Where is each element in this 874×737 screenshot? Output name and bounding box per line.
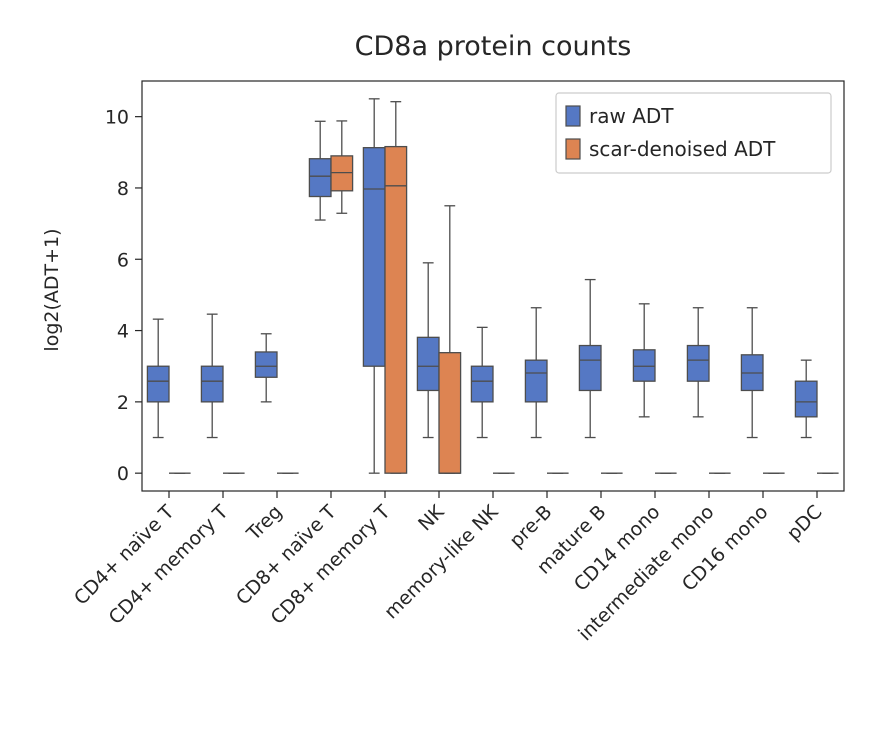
iqr-box <box>578 344 602 392</box>
x-tick-label: pDC <box>783 501 827 545</box>
box-raw <box>686 307 710 418</box>
y-tick-label: 2 <box>117 392 129 414</box>
iqr-box <box>632 349 656 382</box>
box-raw <box>740 307 764 439</box>
y-axis-label: log2(ADT+1) <box>41 228 63 351</box>
box-raw <box>416 262 440 439</box>
iqr-box <box>524 359 548 403</box>
box-raw <box>470 326 494 439</box>
box-raw <box>200 313 224 439</box>
box-raw <box>146 318 170 439</box>
box-denoised <box>438 205 462 474</box>
iqr-box <box>308 158 332 198</box>
legend-label: raw ADT <box>589 104 674 128</box>
legend-label: scar-denoised ADT <box>589 137 776 161</box>
iqr-box <box>200 365 224 403</box>
x-tick-label: pre-B <box>505 501 556 552</box>
iqr-box <box>146 365 170 403</box>
y-tick-label: 6 <box>117 249 129 271</box>
iqr-box <box>438 352 462 474</box>
y-tick-label: 0 <box>117 463 129 485</box>
iqr-box <box>794 380 818 418</box>
box-raw <box>578 278 602 439</box>
iqr-box <box>470 365 494 403</box>
iqr-box <box>686 344 710 382</box>
plot-marks <box>146 98 839 474</box>
chart-title: CD8a protein counts <box>355 31 632 62</box>
box-raw <box>524 307 548 439</box>
box-raw <box>308 120 332 221</box>
legend-frame <box>555 92 832 174</box>
y-tick-label: 8 <box>117 178 129 200</box>
box-raw <box>632 303 656 418</box>
y-tick-label: 4 <box>117 321 129 343</box>
iqr-box <box>254 351 278 378</box>
iqr-box <box>416 336 440 392</box>
iqr-box <box>384 145 408 474</box>
x-tick-label: Treg <box>242 501 287 546</box>
x-tick-label: NK <box>414 501 449 536</box>
box-denoised <box>384 101 408 474</box>
box-raw <box>362 98 386 474</box>
box-denoised <box>330 120 354 214</box>
legend-swatch <box>565 105 581 127</box>
iqr-box <box>362 147 386 367</box>
y-tick-label: 10 <box>105 107 129 129</box>
box-raw <box>794 359 818 439</box>
legend: raw ADT scar-denoised ADT <box>555 92 832 174</box>
legend-swatch <box>565 138 581 160</box>
iqr-box <box>330 155 354 192</box>
box-raw <box>254 333 278 403</box>
